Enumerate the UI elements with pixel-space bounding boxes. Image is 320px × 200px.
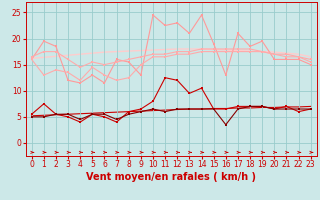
X-axis label: Vent moyen/en rafales ( km/h ): Vent moyen/en rafales ( km/h ): [86, 172, 256, 182]
